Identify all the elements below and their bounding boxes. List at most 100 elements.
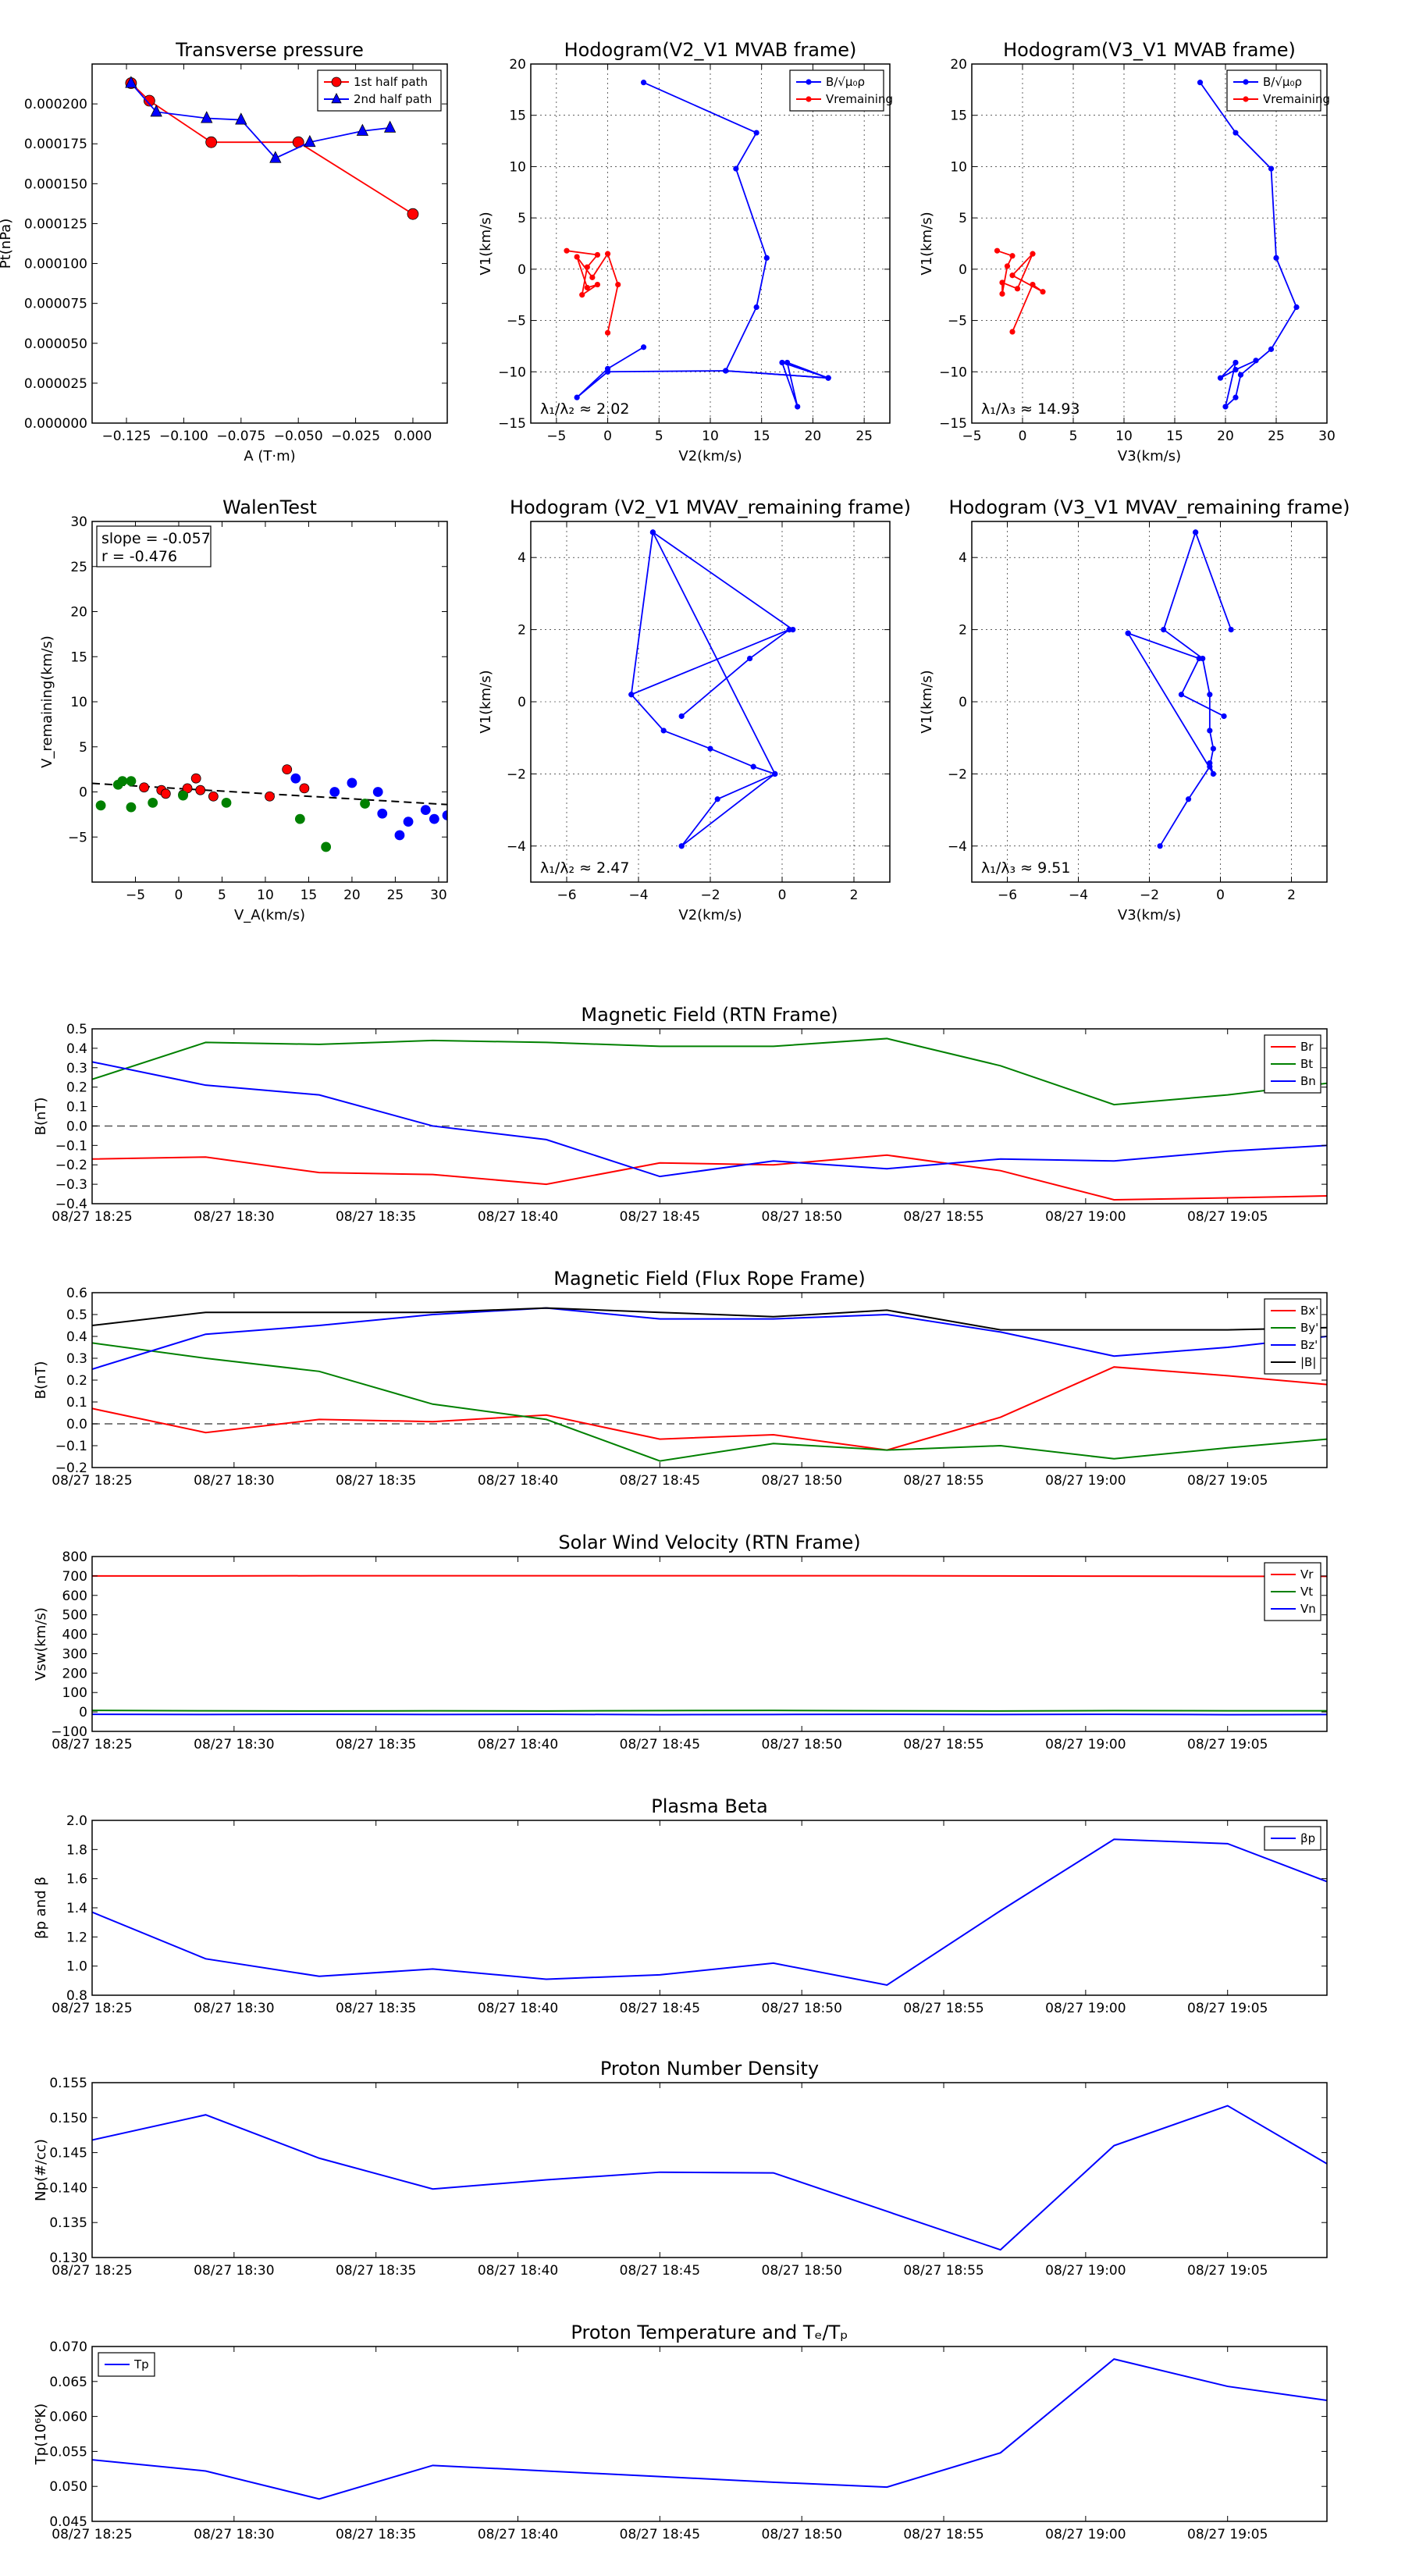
plot-frame <box>91 1292 1328 1468</box>
y-tick-label: 0.130 <box>49 2250 87 2266</box>
legend: Tp <box>98 2352 155 2377</box>
legend-box <box>789 69 884 112</box>
plot-area <box>972 64 1327 423</box>
data-point <box>208 791 219 802</box>
chart-ts4: Plasma Beta 08/27 18:25 08/27 18:30 08/27 1… <box>33 1795 1328 2016</box>
data-point <box>1232 394 1239 400</box>
data-point <box>143 94 155 107</box>
plot-area <box>92 2105 1327 2251</box>
y-axis-label: Vsw(km/s) <box>33 1607 49 1681</box>
data-point <box>1004 263 1011 269</box>
x-tick-label: 08/27 19:05 <box>1187 2527 1268 2542</box>
data-point <box>640 344 647 350</box>
y-tick-label: 0.0 <box>66 1119 87 1134</box>
y-tick-label: 0.065 <box>49 2375 87 2390</box>
x-tick-label: 08/27 18:40 <box>478 1473 558 1489</box>
data-point <box>1030 281 1036 288</box>
legend-label: Vr <box>1300 1567 1314 1582</box>
data-point <box>649 529 656 535</box>
data-point <box>574 254 580 260</box>
data-point <box>269 151 282 163</box>
plot-area <box>92 1838 1327 1986</box>
series-line <box>92 2358 1327 2500</box>
y-tick-label: 0.3 <box>66 1061 87 1076</box>
data-point <box>429 813 439 824</box>
data-point <box>1210 770 1217 777</box>
x-tick-label: 20 <box>1217 429 1234 444</box>
y-tick-label: −0.2 <box>55 1158 87 1173</box>
data-point <box>1009 253 1016 259</box>
legend-label: 1st half path <box>354 75 428 89</box>
x-axis-label: A (T·m) <box>244 448 295 464</box>
data-point <box>195 785 206 795</box>
legend-label: Bn <box>1300 1074 1316 1088</box>
y-axis-label: B(nT) <box>33 1361 49 1400</box>
x-tick-label: 08/27 18:50 <box>762 2001 842 2016</box>
plot-frame <box>530 521 891 883</box>
data-point <box>1268 346 1275 352</box>
data-point <box>1217 375 1224 381</box>
legend: 1st half path 2nd half path <box>317 69 442 112</box>
y-tick-label: −2 <box>948 767 967 782</box>
series-line <box>92 1342 1327 1462</box>
data-point <box>117 776 128 787</box>
series-line <box>92 1154 1327 1201</box>
x-tick-label: 08/27 19:05 <box>1187 1209 1268 1225</box>
x-tick-label: 0 <box>778 888 787 903</box>
y-tick-label: 0.0 <box>66 1417 87 1432</box>
chart-title: Plasma Beta <box>651 1795 767 1817</box>
y-tick-label: −0.3 <box>55 1177 87 1193</box>
x-tick-label: 08/27 18:35 <box>336 2527 416 2542</box>
x-tick-label: 08/27 19:00 <box>1045 2263 1126 2279</box>
data-point <box>407 208 419 220</box>
data-point <box>290 773 301 784</box>
series-line <box>92 1574 1327 1578</box>
y-tick-label: −0.2 <box>55 1461 87 1476</box>
y-tick-label: 5 <box>79 740 87 756</box>
x-tick-label: 08/27 18:55 <box>903 2001 984 2016</box>
y-tick-label: 0.2 <box>66 1080 87 1096</box>
y-axis-label: V1(km/s) <box>478 212 494 275</box>
data-point <box>994 247 1001 254</box>
legend: Br Bt Bn <box>1264 1034 1321 1094</box>
x-tick-label: 08/27 18:45 <box>620 1209 700 1225</box>
data-point <box>347 777 357 788</box>
data-point <box>1293 304 1300 311</box>
plot-area <box>125 76 419 220</box>
x-tick-label: 08/27 18:45 <box>620 1473 700 1489</box>
plot-frame <box>91 2082 1328 2258</box>
y-tick-label: 200 <box>62 1666 87 1681</box>
chart-title: Transverse pressure <box>175 39 364 61</box>
plot-frame <box>91 2346 1328 2522</box>
y-tick-label: 0.000075 <box>24 297 87 312</box>
data-point <box>564 247 570 254</box>
y-tick-label: 0.155 <box>49 2076 87 2091</box>
data-point <box>707 745 713 752</box>
x-tick-label: −0.075 <box>216 429 265 444</box>
y-tick-label: 0.3 <box>66 1351 87 1367</box>
series-line <box>630 529 776 847</box>
legend-label: Vn <box>1300 1602 1316 1616</box>
chart-ts2: Magnetic Field (Flux Rope Frame) 08/27 18… <box>33 1268 1328 1489</box>
y-tick-label: −5 <box>507 314 526 329</box>
y-tick-label: 0 <box>79 785 87 801</box>
x-tick-label: 08/27 18:50 <box>762 2263 842 2279</box>
y-tick-label: 10 <box>70 695 87 710</box>
data-point <box>299 783 310 794</box>
data-point <box>1221 713 1227 720</box>
x-tick-label: 08/27 18:55 <box>903 1737 984 1752</box>
x-tick-label: 10 <box>702 429 719 444</box>
y-tick-label: 4 <box>518 550 526 566</box>
y-tick-label: 30 <box>70 514 87 530</box>
x-tick-label: 0 <box>175 888 183 903</box>
y-tick-label: −0.1 <box>55 1439 87 1454</box>
x-tick-label: 08/27 19:05 <box>1187 2001 1268 2016</box>
data-point <box>1222 404 1229 410</box>
data-point <box>604 329 611 336</box>
y-tick-label: −5 <box>68 830 87 845</box>
data-point <box>1009 329 1016 335</box>
legend-marker <box>1243 79 1249 85</box>
data-point <box>394 830 405 841</box>
